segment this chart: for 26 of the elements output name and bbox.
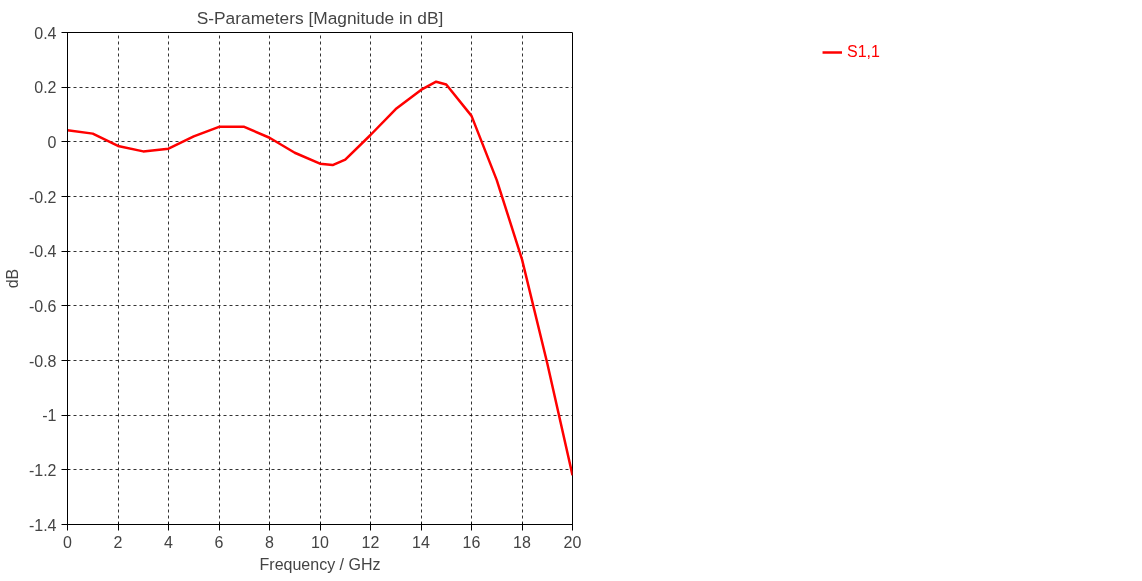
y-tick-label: -1 xyxy=(42,407,57,425)
y-tick-label: -0.8 xyxy=(28,352,57,370)
x-tick-label: 18 xyxy=(513,533,531,551)
y-axis-title: dB xyxy=(3,268,21,289)
x-axis-title: Frequency / GHz xyxy=(259,555,381,573)
x-tick-label: 14 xyxy=(412,533,430,551)
y-tick-label: -0.6 xyxy=(28,297,57,315)
x-tick-label: 12 xyxy=(361,533,380,551)
legend-label: S1,1 xyxy=(847,43,880,61)
y-tick-label: -0.4 xyxy=(28,243,57,261)
y-tick-label: 0.4 xyxy=(34,24,57,42)
x-tick-label: 16 xyxy=(462,533,481,551)
chart-title: S-Parameters [Magnitude in dB] xyxy=(196,7,444,28)
x-tick-label: 8 xyxy=(265,533,275,551)
y-tick-label: -0.2 xyxy=(28,188,57,206)
x-tick-label: 4 xyxy=(164,533,174,551)
x-tick-label: 6 xyxy=(214,533,224,551)
y-tick-label: 0.2 xyxy=(34,79,57,97)
x-tick-label: 20 xyxy=(563,533,582,551)
y-tick-label: -1.2 xyxy=(28,461,57,479)
y-tick-label: -1.4 xyxy=(28,516,57,534)
line-series xyxy=(67,80,573,477)
x-tick-label: 2 xyxy=(113,533,123,551)
x-tick-label: 10 xyxy=(311,533,329,551)
y-tick-label: 0 xyxy=(47,133,57,151)
x-tick-label: 0 xyxy=(63,533,73,551)
